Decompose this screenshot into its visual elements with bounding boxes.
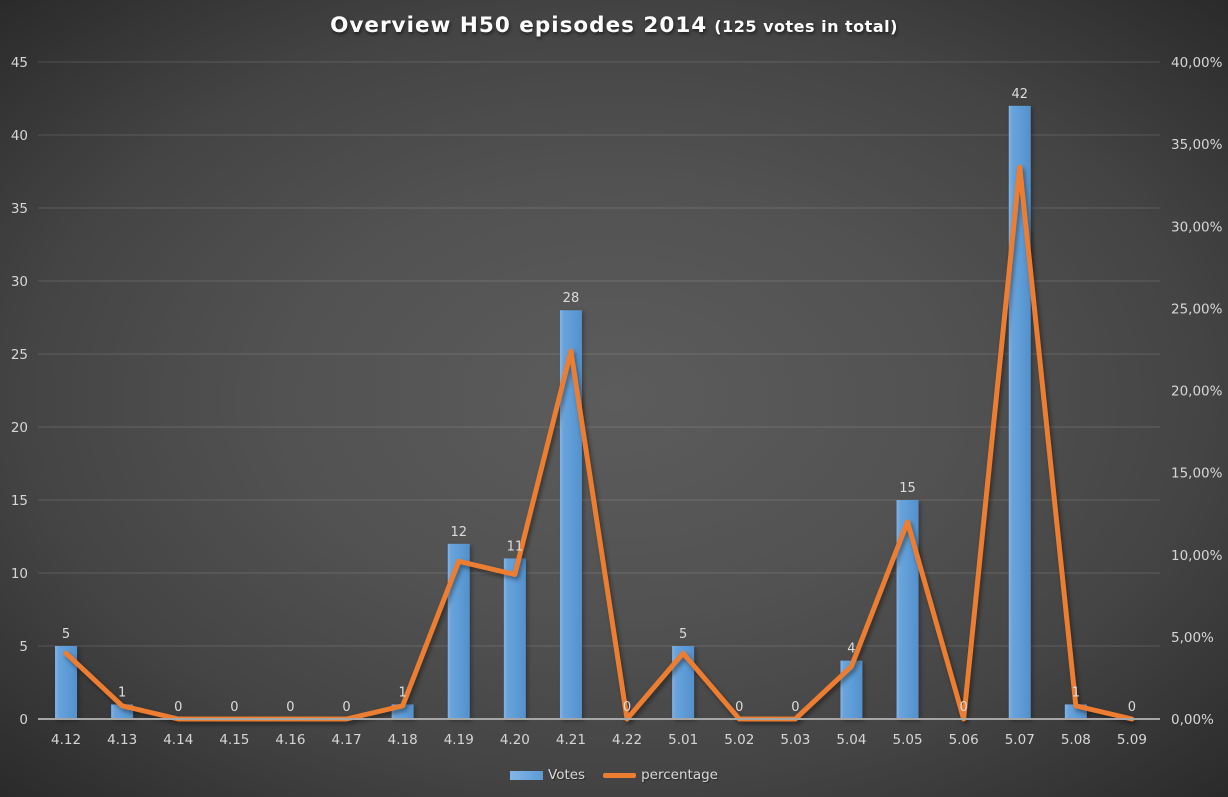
right-axis-tick-label: 0,00%	[1171, 712, 1214, 728]
x-axis-tick-label: 5.04	[836, 732, 866, 748]
x-axis-tick-label: 4.13	[107, 732, 137, 748]
percentage-legend-swatch-icon	[603, 772, 637, 778]
right-axis-tick-label: 5,00%	[1171, 630, 1214, 646]
x-axis-tick-label: 4.20	[500, 732, 530, 748]
percentage-legend-label: percentage	[641, 767, 718, 783]
chart-title-subtitle: (125 votes in total)	[714, 17, 898, 36]
votes-bar	[672, 646, 695, 719]
bar-value-label: 1	[118, 685, 126, 700]
left-axis-tick-label: 25	[11, 347, 28, 363]
right-axis-tick-label: 15,00%	[1171, 466, 1223, 482]
x-axis-tick-label: 4.15	[219, 732, 249, 748]
left-axis-tick-label: 0	[19, 712, 28, 728]
bar-value-label: 0	[960, 700, 968, 715]
bar-value-label: 4	[847, 642, 855, 657]
x-axis-tick-label: 5.05	[893, 732, 923, 748]
bar-value-label: 5	[679, 627, 687, 642]
bar-value-label: 0	[230, 700, 238, 715]
x-axis-tick-label: 4.19	[444, 732, 474, 748]
x-axis-tick-label: 4.22	[612, 732, 642, 748]
percentage-line	[63, 164, 1135, 722]
x-axis-tick-label: 5.07	[1005, 732, 1035, 748]
x-axis-tick-label: 4.16	[275, 732, 305, 748]
x-axis-tick-label: 5.03	[780, 732, 810, 748]
left-axis-tick-label: 40	[11, 128, 28, 144]
chart-title-main: Overview H50 episodes 2014	[330, 13, 708, 38]
x-axis-tick-label: 5.08	[1061, 732, 1091, 748]
bar-value-label: 0	[174, 700, 182, 715]
left-axis-tick-label: 15	[11, 493, 28, 509]
legend-item-percentage: percentage	[603, 767, 718, 783]
votes-bar	[55, 646, 78, 719]
votes-legend-label: Votes	[548, 767, 586, 783]
left-axis-tick-label: 35	[11, 201, 28, 217]
x-axis-tick-label: 4.12	[51, 732, 81, 748]
bar-value-label: 42	[1011, 87, 1028, 102]
right-axis-tick-label: 25,00%	[1171, 301, 1223, 317]
bar-value-label: 28	[563, 291, 580, 306]
right-axis-tick-label: 30,00%	[1171, 219, 1223, 235]
votes-bar	[447, 543, 470, 719]
bar-value-label: 11	[507, 539, 524, 554]
votes-bar	[840, 660, 863, 719]
left-axis-tick-label: 30	[11, 274, 28, 290]
bar-value-label: 0	[342, 700, 350, 715]
bar-value-label: 0	[623, 700, 631, 715]
right-axis-tick-label: 10,00%	[1171, 548, 1223, 564]
bar-value-label: 0	[791, 700, 799, 715]
x-axis-tick-label: 5.02	[724, 732, 754, 748]
x-axis-tick-label: 4.17	[332, 732, 362, 748]
bar-value-label: 0	[286, 700, 294, 715]
left-axis-tick-label: 45	[11, 55, 28, 71]
bar-value-label: 5	[62, 627, 70, 642]
x-axis-tick-label: 5.06	[949, 732, 979, 748]
right-axis-tick-label: 20,00%	[1171, 384, 1223, 400]
x-axis-tick-label: 4.14	[163, 732, 193, 748]
bar-value-label: 1	[399, 685, 407, 700]
votes-legend-swatch-icon	[510, 770, 544, 780]
votes-bar	[559, 310, 582, 719]
chart-title: Overview H50 episodes 2014 (125 votes in …	[0, 13, 1228, 38]
x-axis-tick-label: 4.21	[556, 732, 586, 748]
x-axis-tick-label: 5.09	[1117, 732, 1147, 748]
bar-value-label: 15	[899, 481, 916, 496]
x-axis-tick-label: 5.01	[668, 732, 698, 748]
legend: Votes percentage	[0, 766, 1228, 784]
bar-value-label: 12	[450, 525, 467, 540]
votes-bar	[503, 558, 526, 719]
left-axis-tick-label: 20	[11, 420, 28, 436]
legend-item-votes: Votes	[510, 767, 585, 783]
bar-value-label: 0	[735, 700, 743, 715]
bar-value-label: 1	[1072, 685, 1080, 700]
votes-bar	[1008, 105, 1031, 720]
votes-bar	[896, 500, 919, 719]
x-axis-tick-label: 4.18	[388, 732, 418, 748]
right-axis-tick-label: 40,00%	[1171, 55, 1223, 71]
bar-value-label: 0	[1128, 700, 1136, 715]
right-axis-tick-label: 35,00%	[1171, 137, 1223, 153]
left-axis-tick-label: 5	[19, 639, 28, 655]
left-axis-tick-label: 10	[11, 566, 28, 582]
